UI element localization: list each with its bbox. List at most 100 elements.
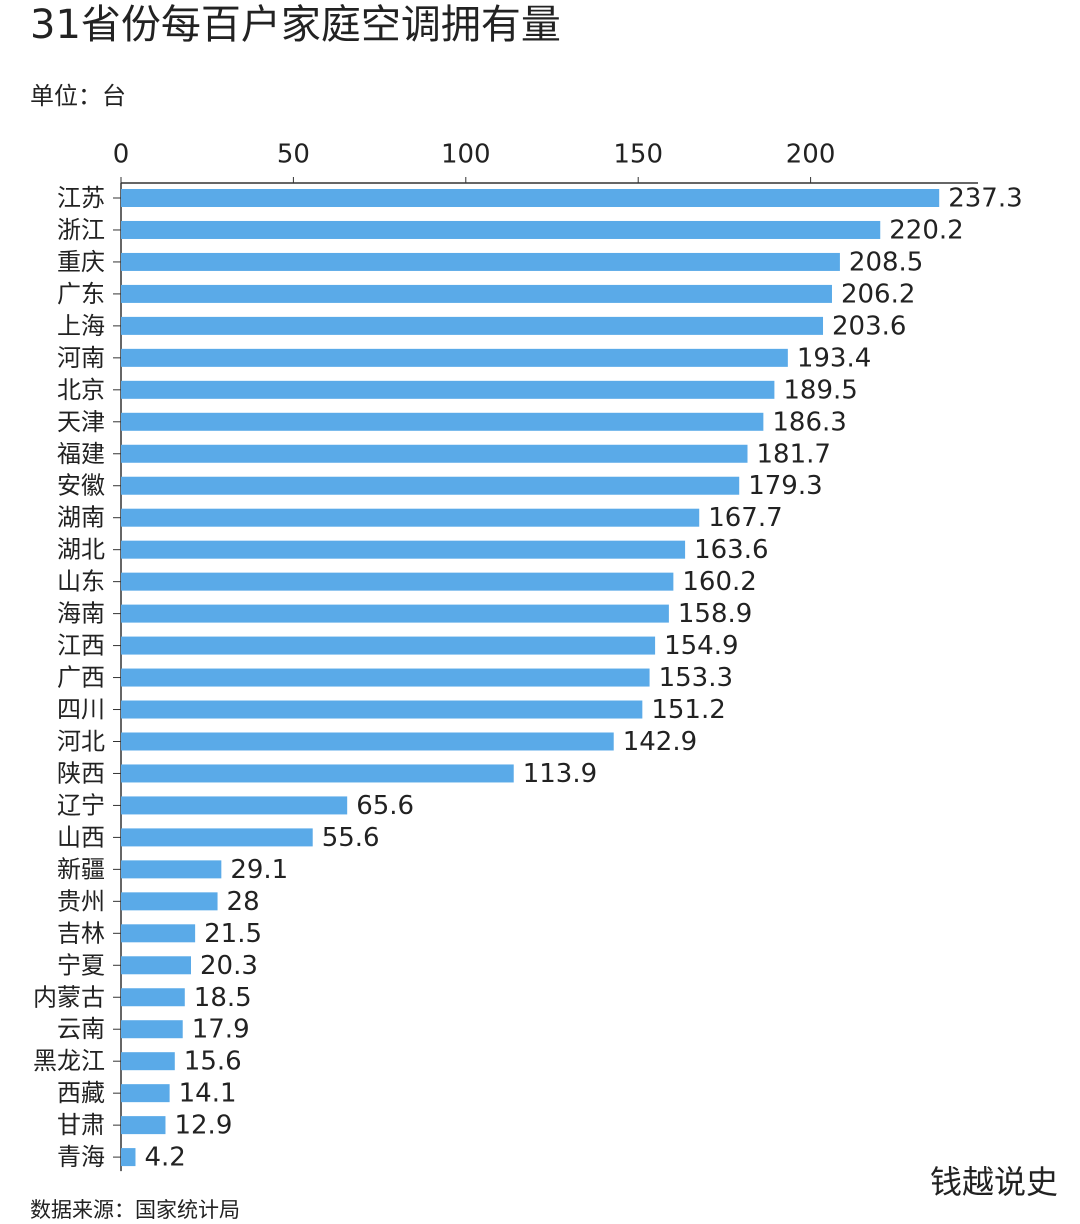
- bar: [121, 444, 748, 463]
- bar: [121, 284, 832, 303]
- y-tick-label: 广西: [57, 664, 105, 692]
- y-tick-label: 新疆: [57, 855, 105, 883]
- bar: [121, 796, 348, 815]
- value-label: 113.9: [523, 759, 597, 789]
- value-label: 181.7: [757, 439, 831, 469]
- y-tick-label: 云南: [57, 1015, 105, 1043]
- y-tick-label: 重庆: [57, 248, 105, 276]
- bar: [121, 892, 218, 911]
- bar: [121, 412, 764, 431]
- y-tick-label: 山东: [57, 568, 105, 596]
- bar: [121, 924, 196, 943]
- y-tick-label: 山西: [57, 823, 105, 851]
- bar: [121, 604, 669, 623]
- bar: [121, 189, 940, 207]
- y-tick-label: 辽宁: [57, 791, 105, 819]
- y-tick-label: 湖北: [57, 536, 105, 564]
- value-label: 158.9: [678, 599, 752, 629]
- y-tick-label: 湖南: [57, 504, 105, 532]
- y-tick-label: 西藏: [57, 1079, 105, 1107]
- y-tick-label: 江西: [57, 632, 105, 660]
- value-label: 206.2: [841, 279, 915, 309]
- y-tick-label: 四川: [57, 696, 105, 724]
- bar: [121, 956, 191, 975]
- x-tick-label: 100: [441, 140, 491, 170]
- bar: [121, 508, 700, 527]
- bar: [121, 732, 614, 751]
- bar: [121, 988, 185, 1007]
- bar: [121, 380, 775, 399]
- bar: [121, 668, 650, 687]
- watermark: 钱越说史: [930, 1163, 1058, 1201]
- value-label: 21.5: [204, 919, 262, 949]
- value-label: 160.2: [682, 567, 756, 597]
- value-label: 65.6: [356, 791, 414, 821]
- value-label: 193.4: [797, 343, 871, 373]
- bar: [121, 348, 788, 367]
- bar: [121, 572, 674, 591]
- y-tick-label: 陕西: [57, 759, 105, 787]
- x-tick-label: 150: [613, 140, 663, 170]
- value-label: 28: [227, 887, 260, 917]
- value-label: 237.3: [948, 184, 1022, 214]
- y-tick-label: 广东: [57, 280, 105, 308]
- value-label: 15.6: [184, 1047, 242, 1077]
- value-label: 189.5: [783, 375, 857, 405]
- value-label: 220.2: [889, 215, 963, 245]
- y-tick-label: 北京: [57, 376, 105, 404]
- value-label: 142.9: [623, 727, 697, 757]
- bar: [121, 316, 824, 335]
- bar: [121, 476, 740, 495]
- y-tick-label: 江苏: [57, 184, 105, 212]
- value-label: 17.9: [192, 1015, 250, 1045]
- value-label: 203.6: [832, 311, 906, 341]
- bar: [121, 636, 656, 655]
- value-label: 163.6: [694, 535, 768, 565]
- x-tick-label: 0: [113, 140, 130, 170]
- y-tick-label: 福建: [57, 440, 105, 468]
- y-tick-label: 黑龙江: [33, 1047, 105, 1075]
- value-label: 14.1: [179, 1079, 237, 1109]
- y-tick-label: 内蒙古: [33, 983, 105, 1011]
- bar: [121, 828, 313, 847]
- value-label: 167.7: [708, 503, 782, 533]
- value-label: 208.5: [849, 247, 923, 277]
- bar: [121, 220, 881, 239]
- y-tick-label: 甘肃: [57, 1111, 105, 1139]
- y-tick-label: 青海: [57, 1143, 105, 1171]
- y-tick-label: 海南: [57, 600, 105, 628]
- bar: [121, 1052, 175, 1071]
- bar: [121, 1148, 136, 1167]
- value-label: 151.2: [651, 695, 725, 725]
- value-label: 154.9: [664, 631, 738, 661]
- x-tick-label: 200: [786, 140, 836, 170]
- value-label: 12.9: [174, 1111, 232, 1141]
- y-tick-label: 宁夏: [57, 951, 105, 979]
- y-tick-label: 天津: [57, 408, 105, 436]
- bar: [121, 1084, 170, 1103]
- value-label: 55.6: [322, 823, 380, 853]
- y-tick-label: 安徽: [57, 472, 105, 500]
- bar: [121, 540, 686, 559]
- y-tick-label: 吉林: [57, 919, 105, 947]
- bar: [121, 764, 514, 783]
- y-tick-label: 河北: [57, 727, 105, 755]
- y-tick-label: 贵州: [57, 887, 105, 915]
- value-label: 18.5: [194, 983, 252, 1013]
- y-tick-label: 河南: [57, 344, 105, 372]
- value-label: 153.3: [659, 663, 733, 693]
- y-tick-label: 上海: [57, 312, 105, 340]
- value-label: 29.1: [230, 855, 288, 885]
- bar: [121, 252, 840, 271]
- value-label: 4.2: [144, 1143, 185, 1173]
- value-label: 179.3: [748, 471, 822, 501]
- source-note: 数据来源：国家统计局: [30, 1198, 240, 1222]
- bar: [121, 1116, 166, 1135]
- value-label: 186.3: [772, 407, 846, 437]
- chart-subtitle: 单位：台: [30, 82, 126, 110]
- x-tick-label: 50: [277, 140, 310, 170]
- bar: [121, 700, 643, 719]
- chart-title: 31省份每百户家庭空调拥有量: [30, 2, 561, 48]
- bar: [121, 860, 222, 879]
